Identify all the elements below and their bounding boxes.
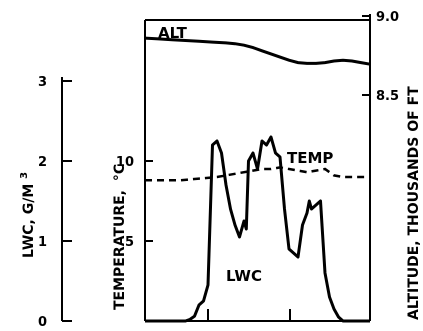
alt-ticks: 8.5 9.0 [362, 10, 399, 104]
lwc-axis-label-sup: 3 [19, 172, 30, 179]
temp-axis-label: TEMPERATURE, °C [112, 164, 128, 310]
temp-axis-label-text: TEMPERATURE, [112, 190, 128, 310]
lwc-tick-label-3: 3 [38, 75, 47, 90]
temp-series-label: TEMP [287, 149, 333, 167]
lwc-ticks: 0 1 2 3 [38, 75, 72, 330]
alt-tick-label-0: 8.5 [376, 89, 399, 104]
alt-tick-label-1: 9.0 [376, 10, 399, 25]
temp-tick-label-1: 10 [116, 155, 134, 170]
temp-ticks: 5 10 [116, 155, 153, 250]
lwc-axis-label-text: LWC, G/M [21, 184, 37, 258]
alt-axis-label: ALTITUDE, THOUSANDS OF FT [406, 86, 422, 320]
lwc-tick-label-2: 2 [38, 155, 47, 170]
temp-tick-label-0: 5 [125, 235, 134, 250]
alt-series-label: ALT [158, 24, 188, 42]
lwc-tick-label-0: 0 [38, 315, 47, 330]
lwc-series-line [145, 135, 370, 323]
alt-series-line [144, 36, 371, 66]
temp-axis-label-unit: °C [112, 164, 128, 181]
lwc-series-label: LWC [226, 267, 262, 285]
lwc-tick-label-1: 1 [38, 235, 47, 250]
lwc-axis-label: LWC, G/M 3 [19, 172, 37, 258]
